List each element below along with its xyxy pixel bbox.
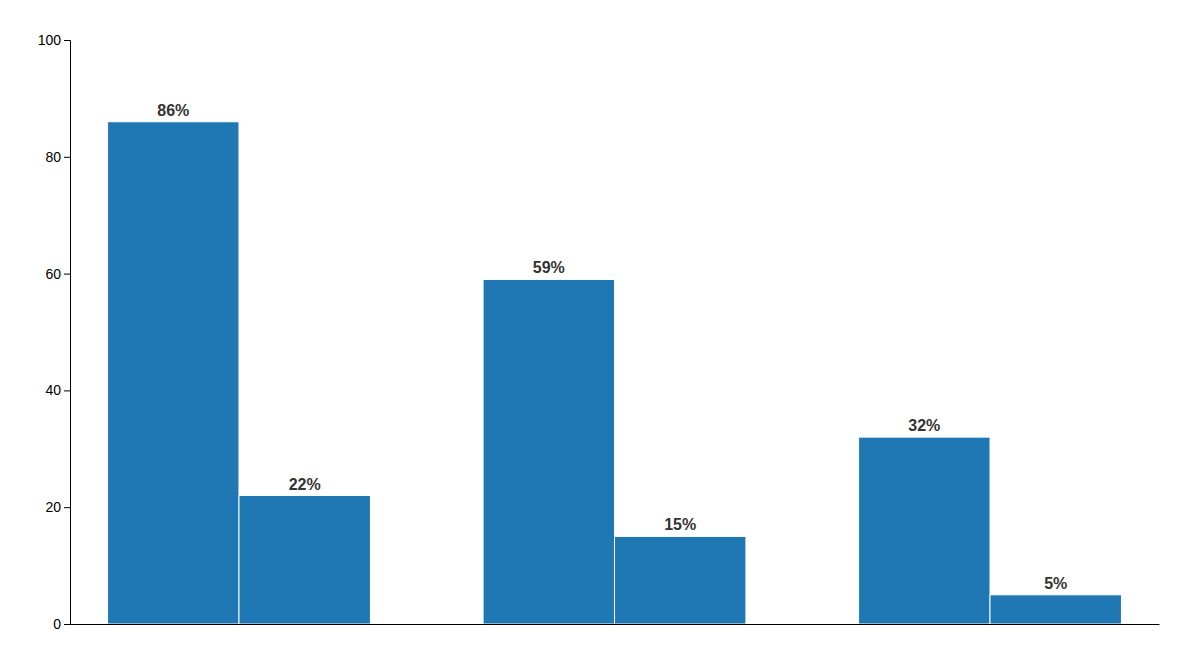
y-tick-label: 40 [45,382,61,398]
data-label: 86% [157,102,189,119]
y-tick: 20 [45,499,70,515]
bar [990,595,1121,624]
y-tick: 0 [53,616,70,632]
y-tick-mark [64,40,70,41]
y-tick-mark [64,157,70,158]
plot-area: 86% 59% 32% 22% 15% 5% 0 20 40 60 80 100 [38,32,1160,632]
y-tick: 100 [38,32,70,48]
bar [108,122,239,624]
x-axis [71,624,1160,626]
y-tick-label: 100 [38,32,62,48]
data-label: 15% [664,516,696,533]
data-label: 22% [289,476,321,493]
data-label: 5% [1044,575,1067,592]
y-tick-label: 20 [45,499,61,515]
bar [483,279,614,624]
data-labels: 86% 59% 32% 22% 15% 5% [157,102,1067,592]
x-axis-line [71,624,1160,625]
bar [615,536,746,624]
y-tick: 40 [45,382,70,398]
y-tick-label: 0 [53,616,61,632]
bar [859,437,990,624]
chart-svg: 86% 59% 32% 22% 15% 5% 0 20 40 60 80 100 [0,0,1189,664]
y-tick-mark [64,390,70,391]
chart-container: 86% 59% 32% 22% 15% 5% 0 20 40 60 80 100 [0,0,1189,664]
y-axis: 0 20 40 60 80 100 [38,32,71,632]
bar [239,496,370,624]
y-tick-mark [64,507,70,508]
y-tick-label: 80 [45,149,61,165]
y-tick-label: 60 [45,266,61,282]
data-label: 59% [533,259,565,276]
y-tick: 60 [45,266,70,282]
bars [108,122,1122,624]
y-tick-mark [64,274,70,275]
y-axis-line [64,41,71,625]
data-label: 32% [908,417,940,434]
y-tick-mark [64,624,70,625]
y-tick: 80 [45,149,70,165]
